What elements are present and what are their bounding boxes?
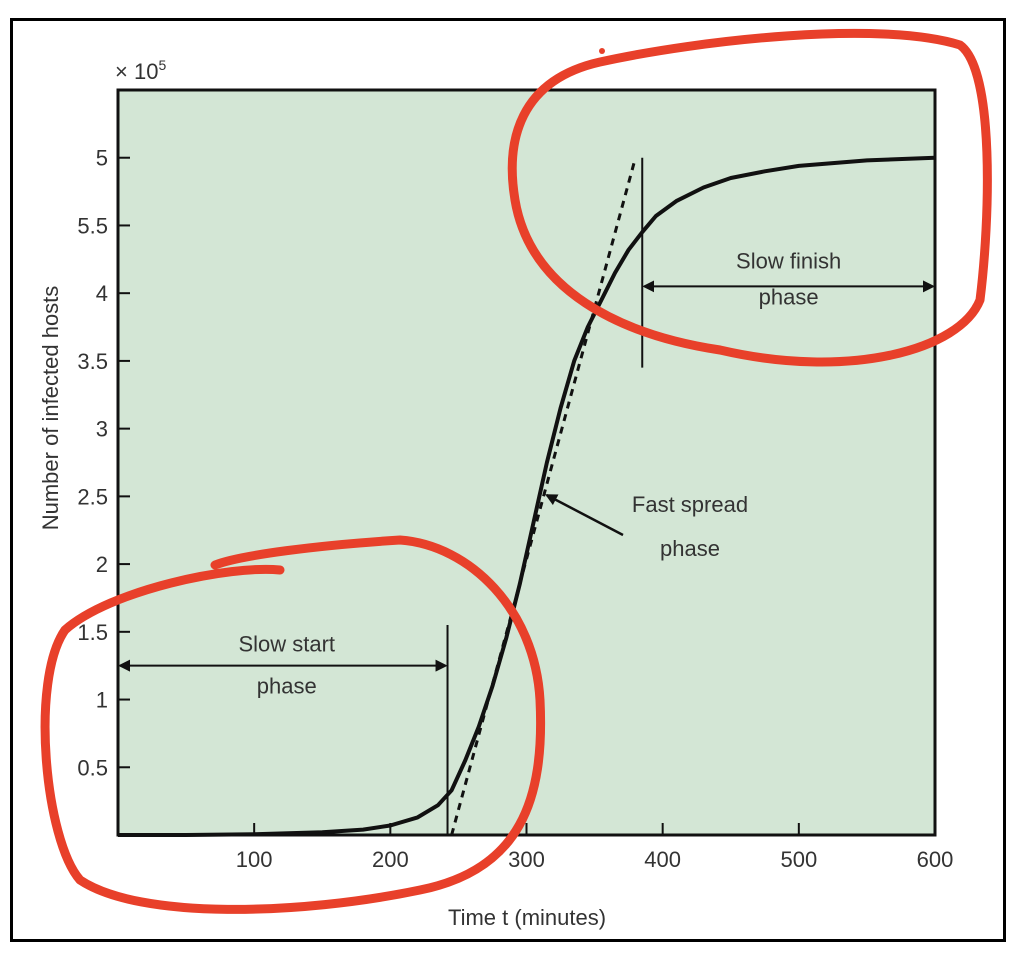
y-tick-label: 2.5 xyxy=(77,484,108,509)
y-axis-label: Number of infected hosts xyxy=(38,286,63,531)
y-tick-label: 2 xyxy=(96,552,108,577)
red-markup-circle-bottom-left xyxy=(40,535,546,914)
slow-start-label: Slow start xyxy=(238,632,335,657)
x-axis-label: Time t (minutes) xyxy=(448,905,606,930)
x-tick-label: 500 xyxy=(780,847,817,872)
plot-area xyxy=(116,88,937,837)
slow-finish-label-line2: phase xyxy=(759,284,819,309)
y-tick-label: 0.5 xyxy=(77,755,108,780)
fast-spread-label-line2: phase xyxy=(660,536,720,561)
y-tick-label: 1.5 xyxy=(77,620,108,645)
slow-finish-label: Slow finish xyxy=(736,248,841,273)
slow-start-label-line2: phase xyxy=(257,674,317,699)
x-tick-label: 400 xyxy=(644,847,681,872)
x-tick-label: 600 xyxy=(917,847,954,872)
y-tick-label: 5.5 xyxy=(77,213,108,238)
red-markup-dot xyxy=(599,48,605,54)
fast-spread-arrow xyxy=(545,494,624,537)
y-tick-label: 5 xyxy=(96,146,108,171)
y-tick-label: 3 xyxy=(96,417,108,442)
y-tick-label: 1 xyxy=(96,688,108,713)
x-tick-label: 300 xyxy=(508,847,545,872)
y-tick-label: 4 xyxy=(96,281,108,306)
x-tick-label: 100 xyxy=(236,847,273,872)
fast-spread-label: Fast spread xyxy=(632,492,748,517)
x-tick-label: 200 xyxy=(372,847,409,872)
y-axis-multiplier: × 105 xyxy=(115,57,166,84)
red-markup-circle-top-right xyxy=(507,28,992,367)
y-tick-label: 3.5 xyxy=(77,349,108,374)
